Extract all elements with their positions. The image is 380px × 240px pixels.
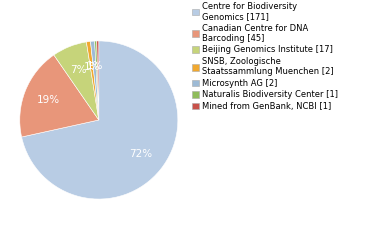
Text: 1%: 1% xyxy=(86,61,103,72)
Wedge shape xyxy=(22,41,178,199)
Text: 19%: 19% xyxy=(37,95,60,105)
Wedge shape xyxy=(86,41,99,120)
Wedge shape xyxy=(90,41,99,120)
Legend: Centre for Biodiversity
Genomics [171], Canadian Centre for DNA
Barcoding [45], : Centre for Biodiversity Genomics [171], … xyxy=(190,0,340,113)
Text: 1%: 1% xyxy=(84,62,100,72)
Wedge shape xyxy=(97,41,99,120)
Wedge shape xyxy=(95,41,99,120)
Wedge shape xyxy=(20,55,99,137)
Text: 72%: 72% xyxy=(129,149,152,159)
Wedge shape xyxy=(54,42,99,120)
Text: 7%: 7% xyxy=(71,65,87,75)
